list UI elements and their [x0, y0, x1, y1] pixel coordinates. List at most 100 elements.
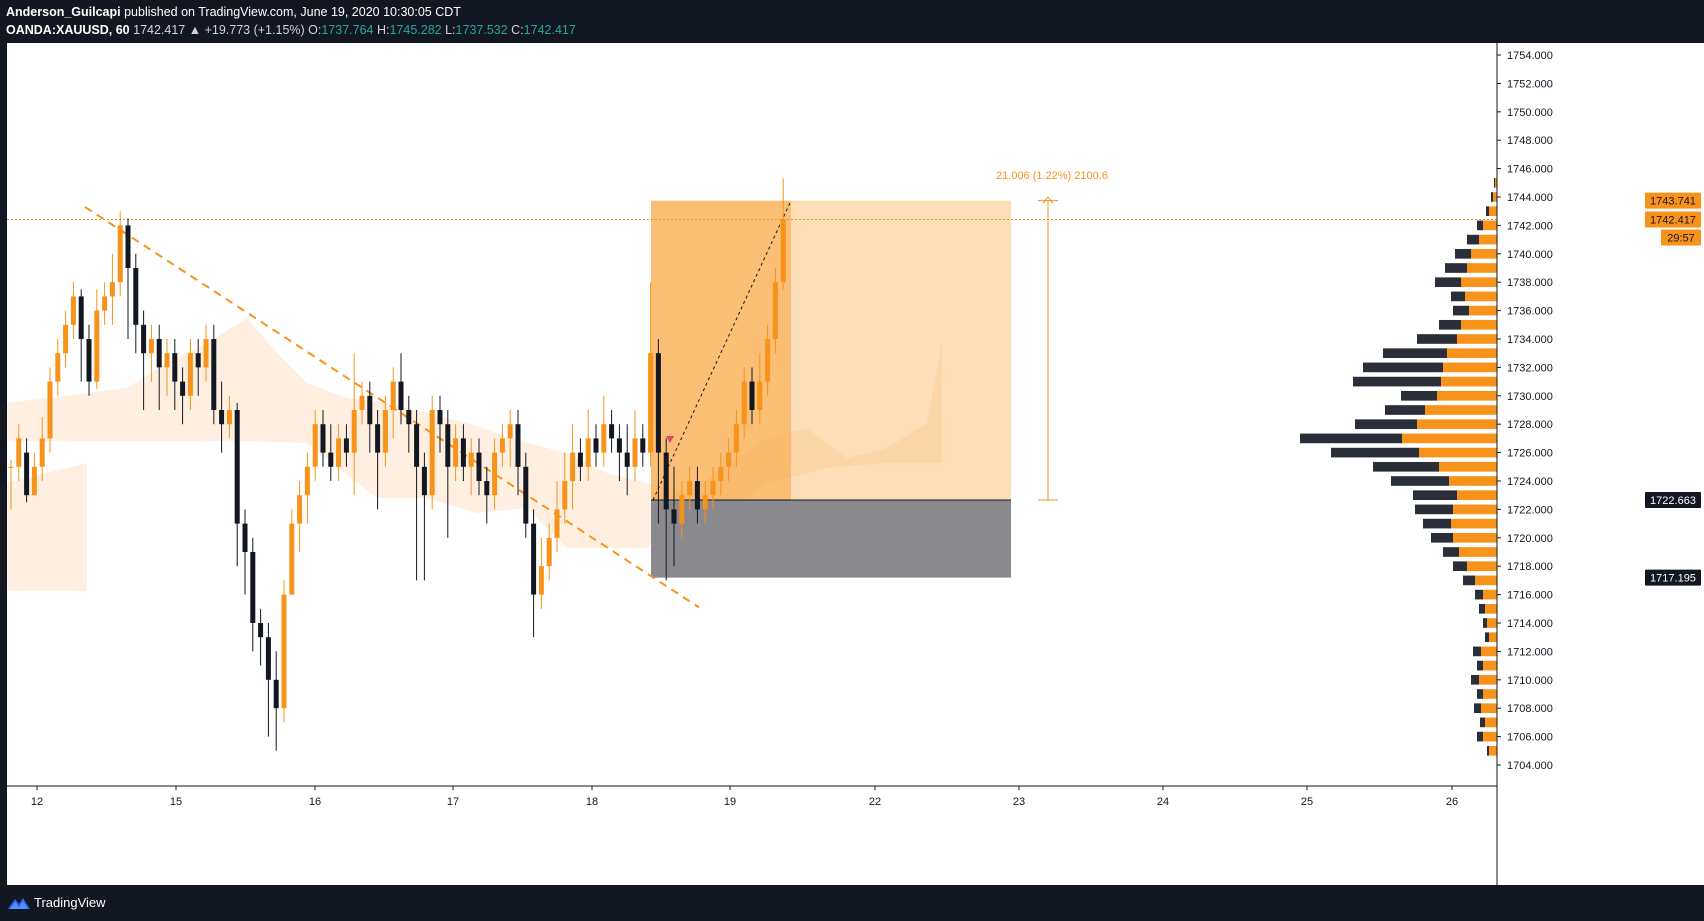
- candle-body[interactable]: [281, 594, 287, 709]
- candle-body[interactable]: [554, 509, 560, 538]
- candle-body[interactable]: [63, 324, 69, 354]
- candle-body[interactable]: [203, 339, 209, 368]
- candle-body[interactable]: [312, 424, 318, 467]
- candle-body[interactable]: [289, 523, 295, 595]
- candle-body[interactable]: [156, 339, 162, 368]
- candle-body[interactable]: [172, 353, 178, 382]
- candle-body[interactable]: [616, 438, 622, 453]
- candle-body[interactable]: [367, 395, 373, 425]
- candle-body[interactable]: [226, 410, 232, 425]
- candle-body[interactable]: [234, 410, 240, 524]
- candle-body[interactable]: [687, 481, 693, 496]
- candle-body[interactable]: [359, 395, 365, 410]
- candle-body[interactable]: [733, 424, 739, 453]
- candle-body[interactable]: [258, 623, 264, 638]
- candle-body[interactable]: [265, 637, 271, 680]
- candle-body[interactable]: [55, 353, 61, 382]
- candle-body[interactable]: [31, 466, 37, 496]
- candle-body[interactable]: [718, 466, 724, 481]
- candle-body[interactable]: [710, 481, 716, 496]
- candle-body[interactable]: [421, 466, 427, 496]
- candle-body[interactable]: [655, 353, 661, 453]
- candle-body[interactable]: [8, 466, 14, 468]
- candle-body[interactable]: [148, 339, 154, 354]
- chart-area[interactable]: 1704.000 1706.000 1708.000 1710.000 1712.000…: [7, 43, 1704, 885]
- candle-body[interactable]: [476, 452, 482, 481]
- candle-body[interactable]: [609, 424, 615, 439]
- candle-body[interactable]: [531, 523, 537, 595]
- candle-body[interactable]: [250, 552, 256, 623]
- candle-body[interactable]: [219, 410, 225, 425]
- candle-body[interactable]: [546, 537, 552, 567]
- candle-body[interactable]: [164, 353, 170, 368]
- tradingview-logo-icon[interactable]: [7, 895, 31, 911]
- candle-body[interactable]: [343, 438, 349, 453]
- candle-body[interactable]: [772, 282, 778, 339]
- candle-body[interactable]: [601, 424, 607, 453]
- candle-body[interactable]: [242, 523, 248, 552]
- candle-body[interactable]: [741, 381, 747, 425]
- candle-body[interactable]: [492, 452, 498, 496]
- candle-body[interactable]: [570, 452, 576, 481]
- candle-body[interactable]: [125, 225, 131, 268]
- candle-body[interactable]: [624, 452, 630, 467]
- candle-body[interactable]: [523, 466, 529, 524]
- candle-body[interactable]: [390, 381, 396, 410]
- candle-body[interactable]: [437, 410, 443, 425]
- candle-body[interactable]: [499, 438, 505, 453]
- candle-body[interactable]: [109, 282, 115, 297]
- candle-body[interactable]: [70, 296, 76, 325]
- candle-body[interactable]: [468, 452, 474, 467]
- candle-body[interactable]: [382, 410, 388, 453]
- candle-body[interactable]: [406, 410, 412, 425]
- candle-body[interactable]: [39, 438, 45, 467]
- candle-body[interactable]: [562, 481, 568, 510]
- candle-body[interactable]: [445, 424, 451, 467]
- candle-body[interactable]: [117, 225, 123, 283]
- candle-body[interactable]: [515, 424, 521, 467]
- candle-body[interactable]: [702, 495, 708, 510]
- candle-body[interactable]: [351, 410, 357, 453]
- candle-body[interactable]: [47, 381, 53, 439]
- candle-body[interactable]: [453, 438, 459, 467]
- candle-body[interactable]: [593, 438, 599, 453]
- candle-body[interactable]: [585, 438, 591, 467]
- candle-body[interactable]: [273, 679, 279, 709]
- candle-body[interactable]: [398, 381, 404, 410]
- candle-body[interactable]: [749, 381, 755, 410]
- candle-body[interactable]: [694, 481, 700, 510]
- candle-body[interactable]: [632, 438, 638, 467]
- brand-name[interactable]: TradingView: [34, 895, 106, 910]
- candle-body[interactable]: [429, 410, 435, 496]
- candle-body[interactable]: [297, 495, 303, 524]
- candle-body[interactable]: [328, 452, 334, 467]
- candle-body[interactable]: [648, 353, 654, 453]
- candle-body[interactable]: [94, 310, 100, 382]
- candle-body[interactable]: [320, 424, 326, 453]
- candle-body[interactable]: [304, 466, 310, 496]
- candle-body[interactable]: [640, 438, 646, 453]
- candle-body[interactable]: [679, 495, 685, 524]
- candle-body[interactable]: [180, 381, 186, 396]
- author-name[interactable]: Anderson_Guilcapi: [6, 5, 121, 19]
- candle-body[interactable]: [195, 353, 201, 368]
- candle-body[interactable]: [484, 481, 490, 496]
- candle-body[interactable]: [780, 219, 786, 283]
- candle-body[interactable]: [765, 339, 771, 382]
- candle-body[interactable]: [671, 509, 677, 524]
- candle-body[interactable]: [78, 296, 84, 339]
- candle-body[interactable]: [663, 452, 669, 510]
- candle-body[interactable]: [460, 438, 466, 467]
- candle-body[interactable]: [577, 452, 583, 467]
- candle-body[interactable]: [726, 452, 732, 467]
- candle-body[interactable]: [141, 324, 147, 354]
- candle-body[interactable]: [375, 424, 381, 453]
- candle-body[interactable]: [16, 438, 22, 467]
- candle-body[interactable]: [24, 452, 30, 496]
- candle-body[interactable]: [507, 424, 513, 439]
- candle-body[interactable]: [211, 339, 217, 410]
- candle-body[interactable]: [102, 296, 108, 311]
- candle-body[interactable]: [187, 353, 193, 396]
- candle-body[interactable]: [414, 424, 420, 467]
- candle-body[interactable]: [336, 438, 342, 467]
